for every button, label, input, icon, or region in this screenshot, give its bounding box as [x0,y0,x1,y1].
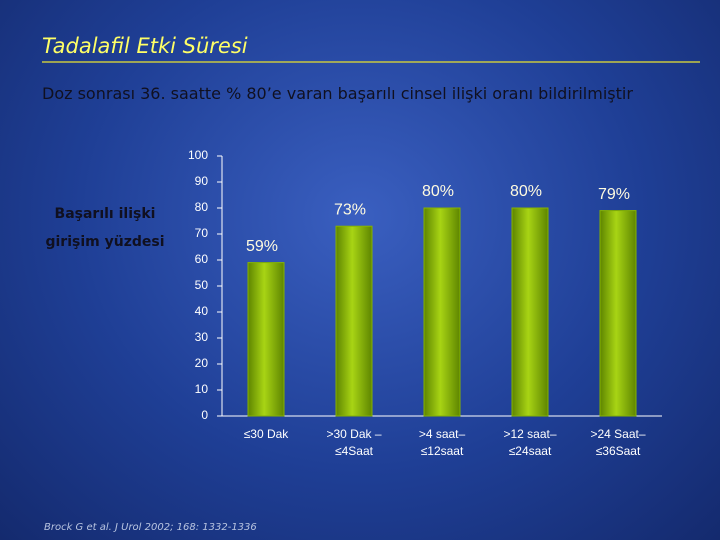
x-tick-label: >12 saat– ≤24saat [503,427,557,458]
value-label: 79% [598,186,630,203]
y-axis-label: Başarılı ilişki girişim yüzdesi [45,206,165,250]
y-tick-label: 70 [195,226,209,240]
value-label: 80% [510,183,542,200]
bar [599,210,637,417]
y-tick-label: 10 [195,382,209,396]
x-tick-label: ≤30 Dak [243,427,289,441]
subtitle: Doz sonrası 36. saatte % 80’e varan başa… [42,84,633,103]
y-tick-label: 60 [195,252,209,266]
value-label: 59% [246,238,278,255]
x-tick-label: >4 saat– ≤12saat [418,427,466,458]
y-tick-label: 30 [195,330,209,344]
bar [511,207,549,417]
value-label: 73% [334,201,366,218]
x-tick-label: >24 Saat– ≤36Saat [590,427,646,458]
value-label: 80% [422,183,454,200]
y-tick-label: 80 [195,200,209,214]
y-tick-label: 40 [195,304,209,318]
bar [335,225,373,417]
y-tick-label: 100 [188,148,208,162]
title: Tadalafil Etki Süresi [42,34,248,58]
y-tick-label: 50 [195,278,209,292]
y-tick-label: 0 [201,408,208,422]
source: Brock G et al. J Urol 2002; 168: 1332-13… [44,522,257,533]
y-tick-label: 20 [195,356,209,370]
y-tick-label: 90 [195,174,209,188]
bar [423,207,461,417]
bar [247,262,285,417]
x-tick-label: >30 Dak – ≤4Saat [326,427,382,458]
